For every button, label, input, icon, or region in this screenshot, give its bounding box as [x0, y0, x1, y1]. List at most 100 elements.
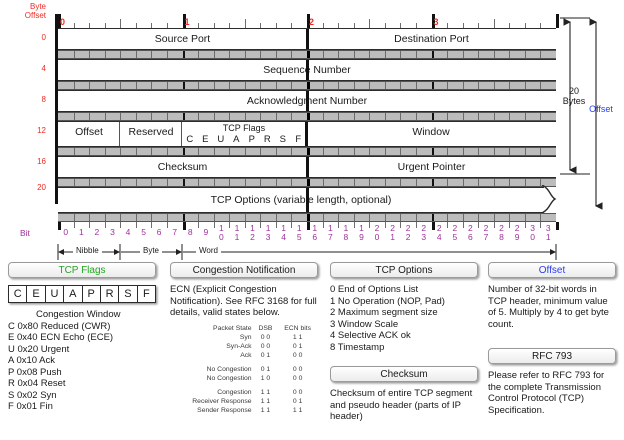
ecn-table-header-row: Packet State DSB ECN bits: [170, 324, 318, 333]
panel-congestion-body: ECN (Explicit Congestion Notification). …: [170, 284, 317, 318]
dimension-nibble: Nibble: [73, 246, 102, 255]
panel-checksum-body: Checksum of entire TCP segment and pseud…: [330, 388, 473, 422]
ecn-cell-dsb: 1 0: [260, 374, 271, 382]
flag-box-c: C: [9, 286, 28, 302]
tick-strip-1: [58, 50, 556, 59]
header-flag-e: E: [202, 134, 209, 145]
ecn-cell-dsb: 1 1: [260, 397, 271, 405]
bit-number-8: 8: [187, 227, 193, 237]
header-row-sequence: Sequence Number: [58, 59, 556, 81]
panel-tcp-options-body: 0 End of Options List 1 No Operation (NO…: [330, 284, 478, 353]
panel-rfc-793: RFC 793 Please refer to RFC 793 for the …: [488, 348, 616, 416]
right-annotations: [560, 17, 603, 210]
header-row-ports: Source Port Destination Port: [58, 28, 556, 50]
option-row-8: 8 Timestamp: [330, 341, 385, 353]
ecn-cell-ecn: 0 1: [292, 397, 303, 405]
ecn-cell-ecn: 0 0: [292, 374, 303, 382]
flag-row-r: R 0x04 Reset: [8, 378, 66, 389]
byte-number-1: 1: [184, 17, 190, 27]
ecn-cell-state: Receiver Response: [192, 397, 252, 405]
ecn-cell-state: No Congestion: [206, 365, 252, 373]
panel-tcp-flags-title: TCP Flags: [8, 262, 156, 278]
congestion-window-title: Congestion Window: [36, 309, 121, 320]
ecn-cell-state: Syn: [239, 333, 252, 341]
header-flag-p: P: [248, 134, 255, 145]
panel-congestion-title: Congestion Notification: [170, 262, 318, 278]
field-offset: Offset: [75, 126, 103, 138]
option-row-2: 2 Maximum segment size: [330, 307, 438, 318]
ecn-table-row: Syn-Ack 0 0 0 1: [170, 342, 318, 351]
header-row-checksum: Checksum Urgent Pointer: [58, 156, 556, 178]
panel-offset: Offset Number of 32-bit words in TCP hea…: [488, 262, 616, 330]
panel-tcp-flags-body: Congestion Window C 0x80 Reduced (CWR) E…: [8, 309, 156, 413]
row-offset-16: 16: [37, 157, 46, 166]
table-left-border: [55, 14, 58, 204]
header-flag-a: A: [233, 134, 240, 145]
flag-row-e: E 0x40 ECN Echo (ECE): [8, 332, 114, 343]
flag-row-f: F 0x01 Fin: [8, 401, 53, 412]
row-offset-0: 0: [41, 33, 46, 42]
flag-box-a: A: [64, 286, 83, 302]
flag-box-u: U: [46, 286, 65, 302]
field-checksum: Checksum: [157, 161, 208, 173]
ecn-table-row: Ack 0 1 0 0: [170, 351, 318, 360]
option-row-3: 3 Window Scale: [330, 318, 399, 330]
panel-checksum-title: Checksum: [330, 366, 478, 382]
panel-checksum: Checksum Checksum of entire TCP segment …: [330, 366, 478, 423]
ecn-cell-ecn: 0 0: [292, 365, 303, 373]
field-tcp-flags-label: TCP Flags: [222, 123, 266, 133]
bit-number-4: 4: [125, 227, 131, 237]
row-offset-20: 20: [37, 183, 46, 192]
annotation-20-bytes: 20 Bytes: [562, 86, 586, 106]
tick-strip-6: [58, 213, 556, 222]
flag-box-p: P: [83, 286, 101, 302]
ecn-table-row: Congestion 1 1 0 0: [170, 388, 318, 397]
bit-number-7: 7: [172, 227, 178, 237]
bit-number-1: 1: [78, 227, 84, 237]
ecn-cell-ecn: 1 1: [292, 333, 303, 341]
ecn-cell-ecn: 0 1: [292, 342, 303, 350]
tick-strip-3: [58, 112, 556, 121]
tick-strip-4: [58, 147, 556, 156]
ecn-header-0: Packet State: [213, 324, 252, 332]
panel-offset-title: Offset: [488, 262, 616, 278]
flag-box-s: S: [119, 286, 138, 302]
ecn-cell-state: Sender Response: [197, 406, 252, 414]
byte-ruler: 0 1 2 3: [58, 14, 559, 28]
byte-number-2: 2: [309, 17, 315, 27]
flag-box-e: E: [27, 286, 46, 302]
panel-congestion-notification: Congestion Notification ECN (Explicit Co…: [170, 262, 318, 415]
header-flag-s: S: [279, 134, 286, 145]
field-urgent-pointer: Urgent Pointer: [397, 161, 466, 173]
ecn-cell-dsb: 1 1: [260, 406, 271, 414]
tick-strip-2: [58, 81, 556, 90]
options-wavy-edge: [541, 185, 557, 214]
row-offset-12: 12: [37, 126, 46, 135]
dimension-arrows: [57, 244, 557, 260]
field-destination-port: Destination Port: [394, 33, 469, 45]
ecn-table-row: Sender Response 1 1 1 1: [170, 406, 318, 415]
ecn-header-1: DSB: [258, 324, 273, 332]
ecn-cell-ecn: 0 0: [292, 388, 303, 396]
header-flag-f: F: [295, 134, 302, 145]
ecn-header-2: ECN bits: [284, 324, 312, 332]
bit-number-6: 6: [156, 227, 162, 237]
ecn-table-row: Receiver Response 1 1 0 1: [170, 397, 318, 406]
annotation-offset: Offset: [589, 104, 613, 114]
bit-number-9: 9: [203, 227, 209, 237]
header-flag-r: R: [263, 134, 271, 145]
